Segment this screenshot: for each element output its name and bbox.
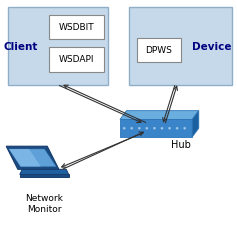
Text: Client: Client bbox=[4, 42, 38, 52]
FancyBboxPatch shape bbox=[8, 7, 108, 85]
Circle shape bbox=[123, 127, 125, 129]
Polygon shape bbox=[120, 119, 192, 137]
Circle shape bbox=[146, 127, 148, 129]
Circle shape bbox=[161, 127, 163, 129]
Circle shape bbox=[138, 127, 141, 129]
Polygon shape bbox=[6, 146, 59, 169]
Text: Device: Device bbox=[192, 42, 232, 52]
Circle shape bbox=[176, 127, 178, 129]
Circle shape bbox=[183, 127, 186, 129]
Polygon shape bbox=[20, 169, 69, 174]
Polygon shape bbox=[120, 111, 199, 119]
Circle shape bbox=[153, 127, 155, 129]
FancyBboxPatch shape bbox=[49, 15, 104, 39]
Text: Hub: Hub bbox=[171, 140, 191, 150]
FancyBboxPatch shape bbox=[129, 7, 232, 85]
Polygon shape bbox=[9, 149, 41, 167]
FancyBboxPatch shape bbox=[49, 47, 104, 72]
Polygon shape bbox=[192, 111, 199, 137]
Polygon shape bbox=[9, 149, 56, 167]
FancyBboxPatch shape bbox=[137, 38, 181, 62]
Text: Network
Monitor: Network Monitor bbox=[25, 194, 63, 214]
Text: WSDBIT: WSDBIT bbox=[58, 23, 94, 32]
Circle shape bbox=[168, 127, 171, 129]
Circle shape bbox=[131, 127, 133, 129]
Polygon shape bbox=[20, 174, 69, 177]
Text: DPWS: DPWS bbox=[146, 46, 172, 55]
Text: WSDAPI: WSDAPI bbox=[58, 55, 94, 64]
